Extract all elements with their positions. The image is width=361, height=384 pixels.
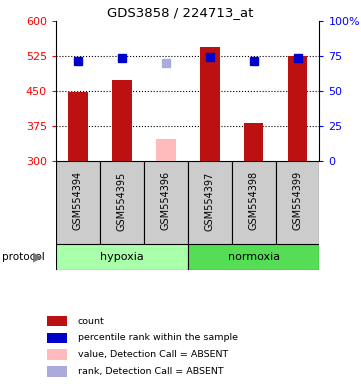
Text: percentile rank within the sample: percentile rank within the sample bbox=[78, 333, 238, 343]
Bar bbox=[47, 349, 67, 360]
Bar bbox=[200, 47, 219, 161]
Bar bbox=[68, 92, 88, 161]
Bar bbox=[156, 139, 176, 161]
Bar bbox=[144, 161, 188, 244]
Bar bbox=[112, 80, 132, 161]
Bar bbox=[56, 244, 188, 270]
Bar bbox=[47, 366, 67, 377]
Text: value, Detection Call = ABSENT: value, Detection Call = ABSENT bbox=[78, 350, 228, 359]
Bar bbox=[47, 333, 67, 343]
Text: GDS3858 / 224713_at: GDS3858 / 224713_at bbox=[107, 7, 254, 19]
Text: GSM554397: GSM554397 bbox=[205, 171, 215, 230]
Bar bbox=[47, 316, 67, 326]
Bar bbox=[244, 123, 264, 161]
Bar bbox=[56, 161, 100, 244]
Text: GSM554398: GSM554398 bbox=[249, 171, 258, 230]
Text: hypoxia: hypoxia bbox=[100, 252, 144, 262]
Text: count: count bbox=[78, 316, 104, 326]
Bar bbox=[188, 161, 232, 244]
Bar bbox=[100, 161, 144, 244]
Text: ▶: ▶ bbox=[33, 250, 43, 263]
Text: GSM554395: GSM554395 bbox=[117, 171, 127, 230]
Text: normoxia: normoxia bbox=[227, 252, 280, 262]
Text: GSM554394: GSM554394 bbox=[73, 171, 83, 230]
Bar bbox=[288, 56, 308, 161]
Text: GSM554399: GSM554399 bbox=[292, 171, 303, 230]
Text: protocol: protocol bbox=[2, 252, 44, 262]
Bar bbox=[232, 161, 275, 244]
Text: rank, Detection Call = ABSENT: rank, Detection Call = ABSENT bbox=[78, 367, 223, 376]
Text: GSM554396: GSM554396 bbox=[161, 171, 171, 230]
Bar bbox=[188, 244, 319, 270]
Bar bbox=[275, 161, 319, 244]
